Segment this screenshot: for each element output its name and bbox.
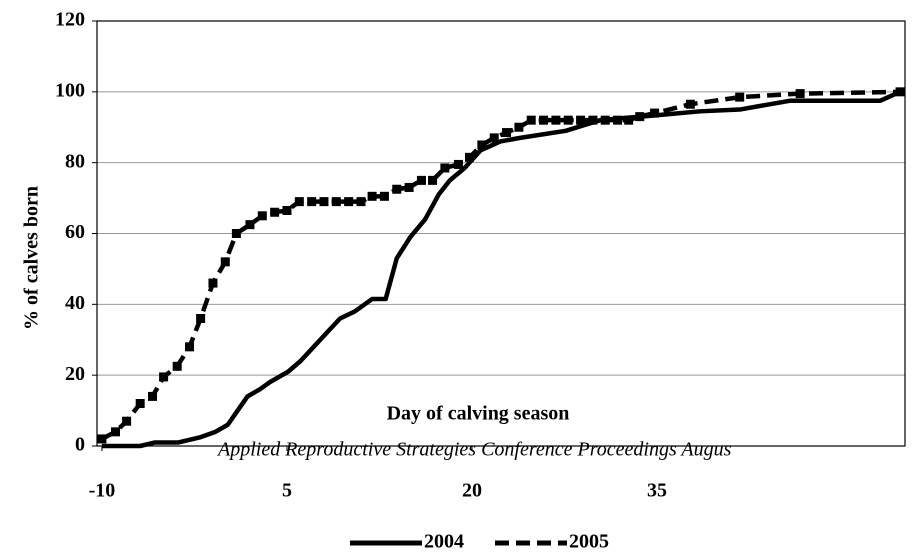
data-marker [453, 159, 463, 169]
y-tick-label: 0 [75, 434, 85, 456]
data-marker [502, 128, 512, 138]
data-marker [563, 115, 573, 125]
data-marker [635, 112, 645, 122]
annotation: Applied Reproductive Strategies Conferen… [216, 439, 732, 461]
x-tick-label: 5 [282, 480, 292, 502]
y-tick-label: 80 [65, 150, 85, 172]
x-tick-label: 35 [647, 480, 667, 502]
data-marker [172, 361, 182, 371]
data-marker [514, 122, 524, 132]
data-marker [624, 115, 634, 125]
data-marker [159, 372, 169, 382]
data-marker [440, 163, 450, 173]
legend-label: 2004 [424, 531, 464, 552]
data-marker [795, 89, 805, 99]
data-marker [404, 182, 414, 192]
data-marker [735, 92, 745, 102]
data-marker [477, 140, 487, 150]
annotation: Day of calving season [387, 403, 570, 425]
data-marker [307, 197, 317, 207]
data-marker [196, 314, 206, 323]
data-marker [208, 278, 218, 288]
data-marker [220, 257, 230, 267]
data-marker [895, 87, 905, 97]
data-marker [257, 211, 267, 221]
data-marker [428, 175, 438, 185]
data-marker [231, 229, 241, 238]
data-marker [331, 197, 341, 207]
data-marker [356, 197, 366, 207]
data-marker [416, 175, 426, 185]
data-marker [379, 191, 389, 201]
data-marker [465, 152, 475, 162]
y-tick-label: 60 [65, 221, 85, 243]
data-marker [551, 115, 561, 125]
x-tick-label: -10 [89, 480, 116, 502]
y-tick-label: 20 [65, 363, 85, 385]
data-marker [650, 108, 660, 118]
data-marker [344, 197, 354, 207]
data-marker [294, 197, 304, 207]
data-marker [489, 133, 499, 143]
data-marker [576, 115, 586, 125]
data-marker [245, 220, 255, 230]
plot: 0 20 40 60 80 100 120 -10 5 20 35 2004 2005 [55, 9, 906, 553]
data-marker [111, 427, 121, 437]
data-marker [600, 115, 610, 125]
data-marker [122, 416, 132, 426]
y-axis-label: % of calves born [21, 186, 43, 330]
data-marker [319, 197, 329, 207]
data-marker [282, 205, 292, 215]
y-tick-label: 120 [55, 9, 85, 31]
data-marker [613, 115, 623, 125]
data-marker [135, 399, 145, 408]
data-marker [588, 115, 598, 125]
data-marker [185, 342, 195, 352]
data-marker [526, 115, 536, 125]
data-marker [685, 99, 695, 109]
x-tick-label: 20 [462, 480, 482, 502]
data-marker [392, 184, 402, 194]
legend-label: 2005 [569, 531, 609, 552]
data-marker [148, 391, 158, 401]
y-tick-label: 40 [65, 292, 85, 314]
y-tick-label: 100 [55, 79, 85, 101]
data-marker [97, 434, 107, 444]
data-marker [367, 191, 377, 201]
data-marker [270, 207, 280, 217]
data-marker [539, 115, 549, 125]
